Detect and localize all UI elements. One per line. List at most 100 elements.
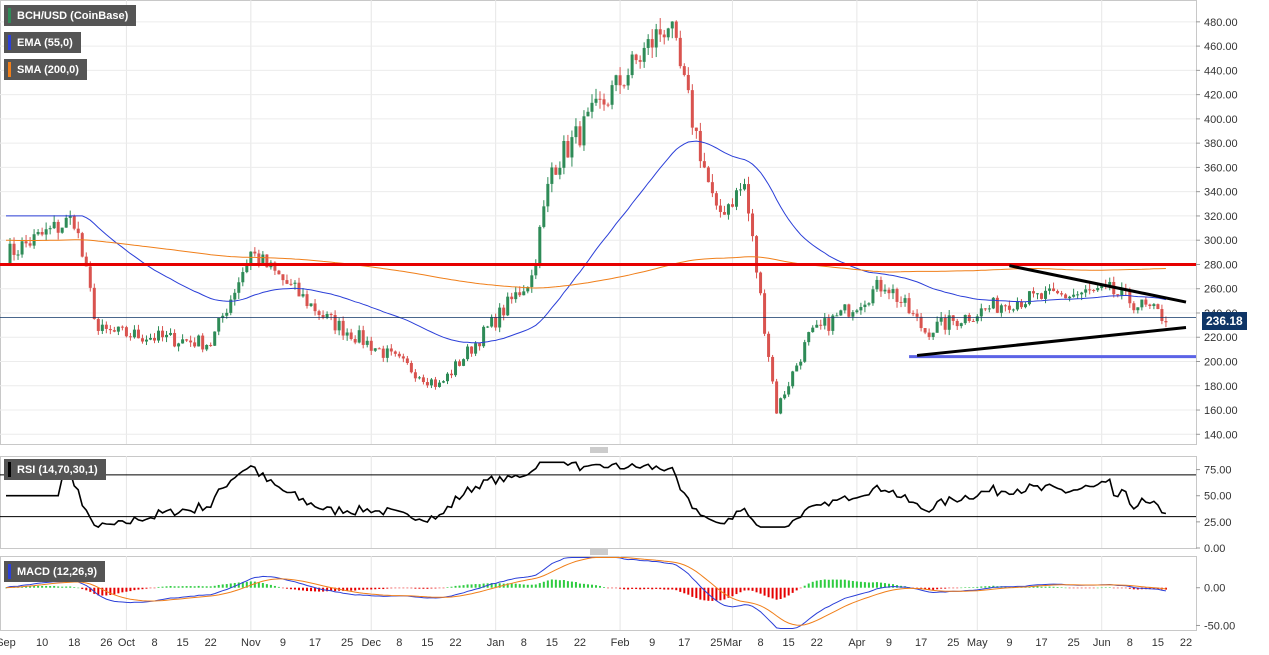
legend-rsi-swatch xyxy=(8,462,11,477)
macd-hist-bar xyxy=(297,587,300,591)
candle-body xyxy=(1072,294,1076,297)
x-tick-label: 8 xyxy=(151,637,157,649)
macd-hist-bar xyxy=(494,583,497,588)
candle-body xyxy=(843,304,847,311)
x-tick-label: 17 xyxy=(678,637,690,649)
macd-hist-bar xyxy=(5,587,7,589)
macd-hist-bar xyxy=(33,586,36,588)
legend-price[interactable]: BCH/USD (CoinBase) xyxy=(4,5,137,26)
candle-body xyxy=(863,304,867,308)
candle-body xyxy=(775,381,779,414)
candle-body xyxy=(1156,304,1160,310)
candle-body xyxy=(799,361,803,366)
macd-hist-bar xyxy=(77,587,80,589)
candle-body xyxy=(979,308,983,317)
candle-body xyxy=(1035,293,1039,295)
candle-body xyxy=(650,39,654,48)
legend-price-swatch xyxy=(8,8,11,23)
candle-body xyxy=(317,311,321,315)
x-tick-label: 22 xyxy=(449,637,461,649)
candle-body xyxy=(1007,305,1011,310)
candle-body xyxy=(237,282,241,293)
macd-hist-bar xyxy=(310,587,313,592)
macd-hist-bar xyxy=(205,586,208,588)
macd-hist-bar xyxy=(739,587,742,593)
candle-body xyxy=(321,314,325,318)
macd-hist-bar xyxy=(687,587,690,595)
candle-body xyxy=(1056,291,1060,294)
macd-hist-bar xyxy=(265,584,268,588)
x-tick-label: 9 xyxy=(280,637,286,649)
macd-hist-bar xyxy=(815,580,818,588)
legend-macd-swatch xyxy=(8,564,11,579)
x-tick-label: 17 xyxy=(1035,637,1047,649)
macd-hist-bar xyxy=(1056,587,1059,588)
candle-body xyxy=(538,226,542,265)
candle-body xyxy=(662,34,666,38)
candle-body xyxy=(80,233,84,257)
candle-body xyxy=(201,335,205,350)
macd-hist-bar xyxy=(334,587,337,592)
legend-sma[interactable]: SMA (200,0) xyxy=(4,59,87,80)
candle-body xyxy=(502,307,506,316)
macd-hist-bar xyxy=(89,587,92,592)
macd-hist-bar xyxy=(1092,587,1095,589)
candle-body xyxy=(1092,290,1096,292)
macd-hist-bar xyxy=(855,581,858,588)
macd-hist-bar xyxy=(863,582,866,588)
y-tick-label: 220.00 xyxy=(1204,332,1238,344)
macd-hist-bar xyxy=(346,587,349,591)
candle-body xyxy=(514,292,518,300)
candle-body xyxy=(891,289,895,294)
macd-hist-bar xyxy=(831,579,834,588)
macd-hist-bar xyxy=(57,586,60,588)
macd-hist-bar xyxy=(302,587,305,591)
macd-hist-bar xyxy=(1040,586,1043,588)
y-tick-label: 200.00 xyxy=(1204,357,1238,369)
candle-body xyxy=(177,343,181,347)
candle-body xyxy=(433,379,437,387)
macd-hist-bar xyxy=(125,587,128,592)
candle-body xyxy=(1096,288,1100,291)
x-tick-label: 22 xyxy=(205,637,217,649)
legend-rsi[interactable]: RSI (14,70,30,1) xyxy=(4,459,106,480)
macd-hist-bar xyxy=(81,587,84,590)
macd-hist-bar xyxy=(767,587,770,598)
macd-hist-bar xyxy=(727,587,730,598)
trendline-3 xyxy=(916,326,1187,357)
candle-body xyxy=(1148,304,1152,307)
candle-body xyxy=(510,296,514,300)
candle-body xyxy=(169,332,173,335)
candle-body xyxy=(44,229,48,235)
candle-body xyxy=(935,321,939,333)
candle-body xyxy=(490,316,494,327)
candle-body xyxy=(919,316,923,329)
macd-hist-bar xyxy=(253,581,256,588)
macd-hist-bar xyxy=(731,587,734,597)
macd-hist-bar xyxy=(1132,587,1135,590)
candle-body xyxy=(92,287,96,319)
macd-signal-line xyxy=(5,557,1166,626)
candle-body xyxy=(108,328,112,331)
macd-hist-bar xyxy=(1108,587,1111,588)
macd-hist-bar xyxy=(1064,587,1067,589)
legend-ema[interactable]: EMA (55,0) xyxy=(4,32,81,53)
candle-body xyxy=(638,60,642,62)
candle-body xyxy=(1132,303,1136,311)
candle-body xyxy=(959,323,963,327)
candle-body xyxy=(40,232,44,235)
macd-hist-bar xyxy=(1060,587,1063,588)
macd-hist-bar xyxy=(984,586,987,588)
legend-macd[interactable]: MACD (12,26,9) xyxy=(4,561,106,582)
candle-body xyxy=(951,315,955,321)
macd-hist-bar xyxy=(956,587,959,589)
macd-hist-bar xyxy=(454,585,457,588)
macd-hist-bar xyxy=(342,587,345,591)
x-tick-label: 17 xyxy=(309,637,321,649)
candle-body xyxy=(771,356,775,382)
macd-hist-bar xyxy=(799,587,802,589)
macd-hist-bar xyxy=(759,587,762,594)
candle-body xyxy=(642,47,646,62)
macd-hist-bar xyxy=(201,586,204,588)
macd-hist-bar xyxy=(944,587,947,589)
